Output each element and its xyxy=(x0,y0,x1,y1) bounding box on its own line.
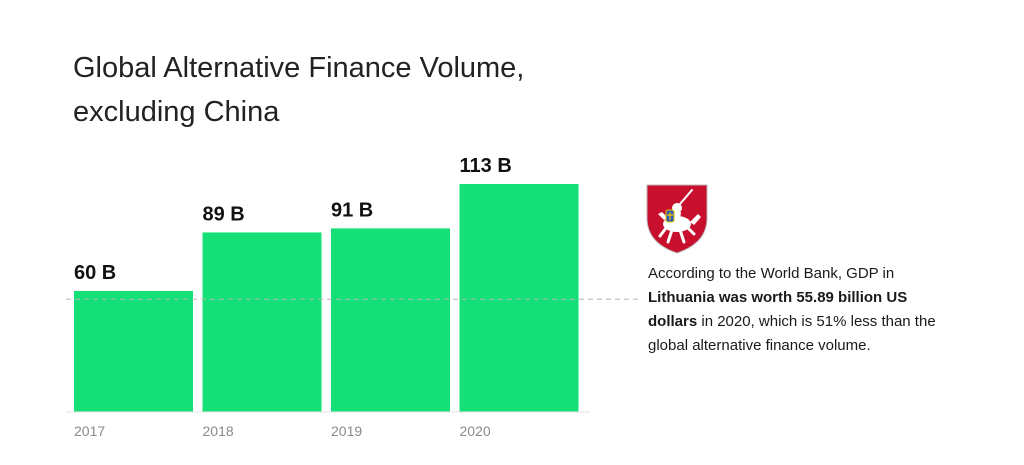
chart-title-line-1: Global Alternative Finance Volume, xyxy=(73,52,525,84)
bar-value-label: 91 B xyxy=(331,199,373,221)
bar-value-label: 113 B xyxy=(460,155,512,177)
bar-2019 xyxy=(331,228,450,412)
chart-title-line-2: excluding China xyxy=(73,96,280,128)
bar-2017 xyxy=(74,290,193,412)
bar-2018 xyxy=(202,232,322,412)
x-tick-label: 2017 xyxy=(74,423,105,439)
x-tick-label: 2019 xyxy=(331,423,362,439)
bar-value-label: 89 B xyxy=(203,203,245,225)
note-text-2: in 2020, which is 51% less than the glob… xyxy=(648,313,936,354)
lithuania-coat-of-arms-icon xyxy=(646,184,708,254)
gdp-comparison-note: According to the World Bank, GDP in Lith… xyxy=(648,262,948,358)
x-tick-label: 2018 xyxy=(203,423,234,439)
x-tick-label: 2020 xyxy=(460,423,491,439)
note-text-1: According to the World Bank, GDP in xyxy=(648,265,895,282)
bar-2020 xyxy=(459,184,579,412)
note-text-bold: Lithuania was worth 55.89 billion US dol… xyxy=(648,289,908,330)
chart-title: Global Alternative Finance Volume, exclu… xyxy=(73,46,524,134)
bar-value-label: 60 B xyxy=(74,262,116,284)
bars-group: 60 B 2017 89 B 2018 91 B 2019 113 B 2020 xyxy=(74,155,579,439)
